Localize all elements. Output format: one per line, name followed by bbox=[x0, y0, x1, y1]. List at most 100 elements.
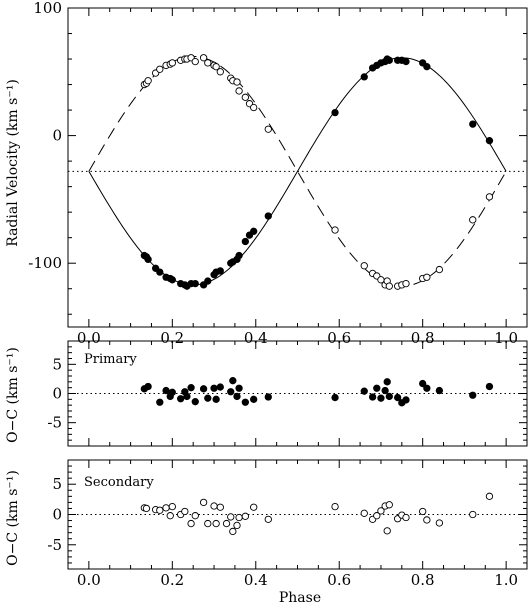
primary-filled-point bbox=[187, 384, 195, 392]
main-filled-point bbox=[250, 227, 258, 235]
primary-filled-point bbox=[144, 382, 152, 391]
primary-y-axis-label: O−C (km s⁻¹) bbox=[5, 347, 21, 443]
main-open-point bbox=[264, 125, 272, 133]
secondary-open-point bbox=[204, 519, 212, 528]
main-y-axis-label: Radial Velocity (km s⁻¹) bbox=[5, 79, 21, 247]
primary-filled-point bbox=[402, 396, 410, 404]
primary-filled-point bbox=[393, 393, 402, 402]
secondary-open-point bbox=[423, 516, 431, 524]
secondary-open-point bbox=[235, 513, 243, 522]
secondary-open-point bbox=[485, 492, 494, 500]
secondary-y-tick-label: 5 bbox=[52, 475, 62, 493]
secondary-open-point bbox=[373, 512, 381, 520]
main-open-point bbox=[216, 68, 224, 76]
primary-filled-point bbox=[264, 393, 272, 401]
secondary-open-point bbox=[377, 507, 385, 515]
secondary-y-tick-label: 0 bbox=[52, 506, 62, 524]
main-open-point bbox=[331, 226, 339, 234]
main-x-tick-label: 1.0 bbox=[494, 329, 518, 347]
secondary-y-tick-label: -5 bbox=[47, 536, 62, 554]
secondary-x-tick-label: 0.6 bbox=[327, 571, 351, 589]
main-open-point bbox=[435, 265, 444, 274]
primary-filled-point bbox=[177, 395, 185, 403]
primary-filled-point bbox=[435, 386, 444, 395]
main-y-tick-label: 100 bbox=[33, 0, 62, 17]
primary-filled-point bbox=[385, 392, 393, 401]
primary-filled-point bbox=[368, 393, 377, 401]
main-open-point bbox=[191, 57, 199, 66]
main-filled-point bbox=[331, 108, 339, 117]
main-y-tick-label: 0 bbox=[52, 127, 62, 145]
secondary-residuals-panel: 5 0 -5 0.0 0.2 0.4 0.6 0.8 1.0 bbox=[47, 459, 528, 589]
secondary-y-axis-label: O−C (km s⁻¹) bbox=[5, 470, 21, 566]
secondary-open-point bbox=[222, 519, 231, 528]
primary-filled-point bbox=[210, 384, 218, 392]
main-filled-point bbox=[402, 57, 410, 66]
secondary-open-point bbox=[385, 501, 393, 509]
secondary-open-point bbox=[229, 527, 237, 536]
main-open-point bbox=[469, 216, 477, 224]
main-frame bbox=[67, 7, 528, 328]
primary-filled-point bbox=[229, 377, 237, 385]
secondary-open-point bbox=[383, 527, 391, 535]
secondary-open-point bbox=[419, 507, 427, 516]
secondary-panel-label: Secondary bbox=[84, 475, 154, 490]
primary-filled-point bbox=[162, 386, 170, 395]
secondary-open-point bbox=[191, 512, 199, 520]
primary-orbit-curve bbox=[88, 57, 507, 286]
primary-y-tick-label: -5 bbox=[47, 414, 62, 432]
primary-residuals-panel: 5 0 -5 bbox=[47, 340, 528, 447]
primary-filled-point bbox=[373, 384, 381, 392]
main-filled-point bbox=[469, 120, 477, 128]
main-open-point bbox=[402, 279, 410, 288]
primary-filled-point bbox=[168, 388, 176, 396]
secondary-open-point bbox=[469, 510, 477, 519]
main-open-point bbox=[235, 87, 243, 95]
primary-filled-point bbox=[191, 398, 199, 406]
primary-filled-point bbox=[360, 387, 368, 395]
primary-panel-label: Primary bbox=[84, 352, 137, 367]
secondary-open-point bbox=[168, 502, 176, 511]
main-x-tick-label: 0.2 bbox=[160, 329, 184, 347]
secondary-open-point bbox=[210, 502, 218, 510]
main-filled-point bbox=[168, 276, 176, 284]
main-x-tick-label: 0.6 bbox=[327, 329, 351, 347]
main-filled-point bbox=[235, 251, 243, 260]
primary-filled-point bbox=[235, 384, 243, 392]
main-open-point bbox=[485, 193, 494, 201]
secondary-open-point bbox=[250, 503, 258, 511]
secondary-open-point bbox=[162, 504, 170, 512]
secondary-open-point bbox=[241, 512, 249, 520]
x-axis-label: Phase bbox=[279, 590, 321, 606]
primary-filled-point bbox=[204, 394, 212, 402]
primary-filled-point bbox=[212, 395, 220, 403]
main-filled-point bbox=[485, 137, 494, 145]
primary-filled-point bbox=[331, 393, 339, 402]
main-open-point bbox=[360, 262, 368, 270]
main-filled-point bbox=[204, 277, 212, 285]
secondary-open-point bbox=[402, 513, 410, 522]
primary-filled-point bbox=[233, 392, 241, 401]
secondary-x-tick-label: 0.2 bbox=[160, 571, 184, 589]
main-x-tick-label: 0.0 bbox=[77, 329, 101, 347]
main-filled-point bbox=[191, 279, 199, 288]
primary-filled-point bbox=[199, 385, 208, 393]
main-open-point bbox=[233, 78, 241, 86]
primary-filled-point bbox=[383, 378, 391, 386]
main-filled-point bbox=[241, 237, 249, 246]
secondary-x-tick-label: 0.0 bbox=[77, 571, 101, 589]
secondary-open-point bbox=[264, 515, 272, 523]
secondary-open-point bbox=[216, 503, 224, 511]
primary-filled-point bbox=[419, 379, 427, 388]
secondary-open-point bbox=[199, 498, 208, 507]
secondary-open-point bbox=[360, 509, 368, 517]
primary-y-tick-label: 5 bbox=[52, 355, 62, 373]
secondary-open-point bbox=[435, 519, 444, 527]
secondary-open-point bbox=[142, 504, 151, 513]
main-open-point bbox=[204, 59, 212, 67]
secondary-open-point bbox=[156, 506, 164, 514]
main-filled-point bbox=[156, 268, 164, 276]
main-open-point bbox=[144, 77, 152, 85]
secondary-open-point bbox=[331, 502, 339, 511]
